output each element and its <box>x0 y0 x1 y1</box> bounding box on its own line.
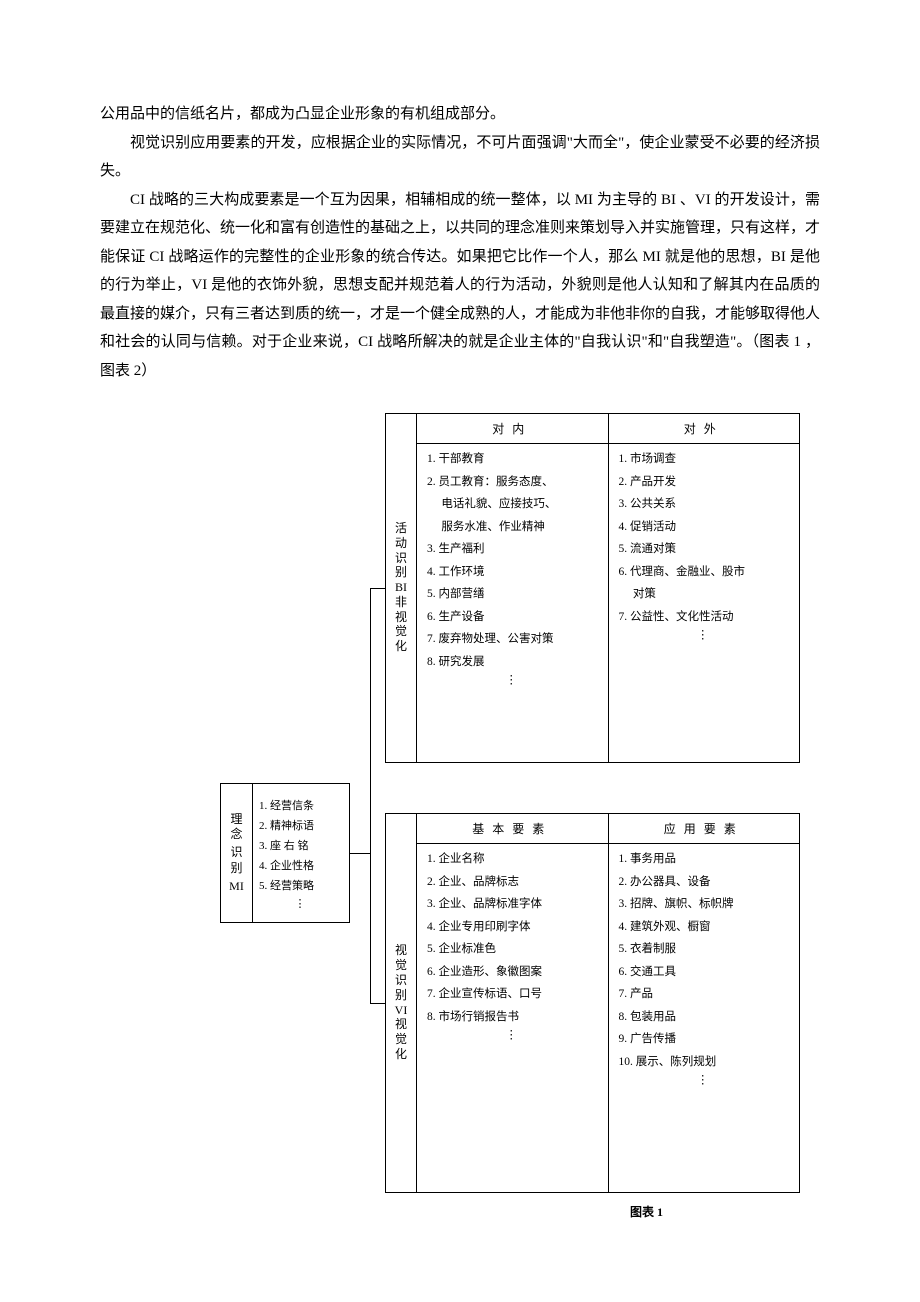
list-item: 6. 生产设备 <box>427 610 598 626</box>
list-item: 3. 招牌、旗帜、标帜牌 <box>619 897 790 913</box>
connector-line <box>370 588 371 1003</box>
list-item: 1. 事务用品 <box>619 852 790 868</box>
connector-line <box>350 853 370 854</box>
list-item: 服务水准、作业精神 <box>427 520 598 536</box>
list-item: 6. 交通工具 <box>619 965 790 981</box>
list-item: 5. 流通对策 <box>619 542 790 558</box>
list-item: 5. 内部营缮 <box>427 587 598 603</box>
mi-box: 理 念 识 别 MI 1. 经营信条 2. 精神标语 3. 座 右 铭 4. 企… <box>220 783 350 923</box>
list-item: 4. 建筑外观、橱窗 <box>619 920 790 936</box>
body-text: 公用品中的信纸名片，都成为凸显企业形象的有机组成部分。 视觉识别应用要素的开发，… <box>100 100 820 385</box>
list-item: 1. 经营信条 <box>259 797 343 813</box>
list-item: 7. 产品 <box>619 987 790 1003</box>
list-item: 2. 办公器具、设备 <box>619 875 790 891</box>
bi-left-list: 1. 干部教育 2. 员工教育：服务态度、 电话礼貌、应接技巧、 服务水准、作业… <box>417 444 608 762</box>
paragraph-3: CI 战略的三大构成要素是一个互为因果，相辅相成的统一整体，以 MI 为主导的 … <box>100 186 820 386</box>
bi-label: 活 动 识 别 BI 非 视 觉 化 <box>386 414 416 762</box>
list-item: 6. 代理商、金融业、股市 <box>619 565 790 581</box>
vi-right-col: 应用要素 1. 事务用品 2. 办公器具、设备 3. 招牌、旗帜、标帜牌 4. … <box>608 814 800 1192</box>
bi-right-col: 对外 1. 市场调查 2. 产品开发 3. 公共关系 4. 促销活动 5. 流通… <box>608 414 800 762</box>
list-item: 8. 市场行销报告书 <box>427 1010 598 1026</box>
list-item: 7. 废弃物处理、公害对策 <box>427 632 598 648</box>
list-item: 8. 包装用品 <box>619 1010 790 1026</box>
vi-label: 视 觉 识 别 VI 视 觉 化 <box>386 814 416 1192</box>
list-item: 1. 企业名称 <box>427 852 598 868</box>
list-item: 4. 企业专用印刷字体 <box>427 920 598 936</box>
ci-diagram: 理 念 识 别 MI 1. 经营信条 2. 精神标语 3. 座 右 铭 4. 企… <box>100 413 800 1243</box>
paragraph-2: 视觉识别应用要素的开发，应根据企业的实际情况，不可片面强调"大而全"，使企业蒙受… <box>100 129 820 186</box>
list-item: 6. 企业造形、象徽图案 <box>427 965 598 981</box>
connector-line <box>370 1003 385 1004</box>
list-item: 2. 员工教育：服务态度、 <box>427 475 598 491</box>
list-item: 7. 企业宣传标语、口号 <box>427 987 598 1003</box>
list-item: 2. 企业、品牌标志 <box>427 875 598 891</box>
vi-left-col: 基本要素 1. 企业名称 2. 企业、品牌标志 3. 企业、品牌标准字体 4. … <box>417 814 608 1192</box>
connector-line <box>370 588 385 589</box>
list-item: 3. 生产福利 <box>427 542 598 558</box>
bi-right-list: 1. 市场调查 2. 产品开发 3. 公共关系 4. 促销活动 5. 流通对策 … <box>609 444 800 762</box>
list-item: 对策 <box>619 587 790 603</box>
figure-caption: 图表 1 <box>630 1203 663 1220</box>
ellipsis-icon: ⋮ <box>259 897 343 910</box>
list-item: 3. 企业、品牌标准字体 <box>427 897 598 913</box>
list-item: 电话礼貌、应接技巧、 <box>427 497 598 513</box>
list-item: 9. 广告传播 <box>619 1032 790 1048</box>
list-item: 5. 企业标准色 <box>427 942 598 958</box>
ellipsis-icon: ⋮ <box>427 1032 598 1039</box>
list-item: 10. 展示、陈列规划 <box>619 1055 790 1071</box>
bi-left-col: 对内 1. 干部教育 2. 员工教育：服务态度、 电话礼貌、应接技巧、 服务水准… <box>417 414 608 762</box>
list-item: 3. 座 右 铭 <box>259 837 343 853</box>
mi-label: 理 念 识 别 MI <box>221 784 253 922</box>
ellipsis-icon: ⋮ <box>619 1077 790 1084</box>
list-item: 1. 市场调查 <box>619 452 790 468</box>
col-header: 对内 <box>417 414 608 444</box>
vi-box: 视 觉 识 别 VI 视 觉 化 基本要素 1. 企业名称 2. 企业、品牌标志… <box>385 813 800 1193</box>
list-item: 1. 干部教育 <box>427 452 598 468</box>
col-header: 对外 <box>609 414 800 444</box>
vi-left-list: 1. 企业名称 2. 企业、品牌标志 3. 企业、品牌标准字体 4. 企业专用印… <box>417 844 608 1192</box>
list-item: 4. 促销活动 <box>619 520 790 536</box>
ellipsis-icon: ⋮ <box>619 632 790 639</box>
vi-right-list: 1. 事务用品 2. 办公器具、设备 3. 招牌、旗帜、标帜牌 4. 建筑外观、… <box>609 844 800 1192</box>
mi-list: 1. 经营信条 2. 精神标语 3. 座 右 铭 4. 企业性格 5. 经营策略… <box>253 784 349 922</box>
list-item: 5. 经营策略 <box>259 877 343 893</box>
list-item: 8. 研究发展 <box>427 655 598 671</box>
list-item: 4. 工作环境 <box>427 565 598 581</box>
col-header: 应用要素 <box>609 814 800 844</box>
bi-box: 活 动 识 别 BI 非 视 觉 化 对内 1. 干部教育 2. 员工教育：服务… <box>385 413 800 763</box>
list-item: 3. 公共关系 <box>619 497 790 513</box>
list-item: 5. 衣着制服 <box>619 942 790 958</box>
list-item: 4. 企业性格 <box>259 857 343 873</box>
list-item: 2. 精神标语 <box>259 817 343 833</box>
paragraph-1: 公用品中的信纸名片，都成为凸显企业形象的有机组成部分。 <box>100 100 820 129</box>
col-header: 基本要素 <box>417 814 608 844</box>
ellipsis-icon: ⋮ <box>427 677 598 684</box>
list-item: 2. 产品开发 <box>619 475 790 491</box>
list-item: 7. 公益性、文化性活动 <box>619 610 790 626</box>
